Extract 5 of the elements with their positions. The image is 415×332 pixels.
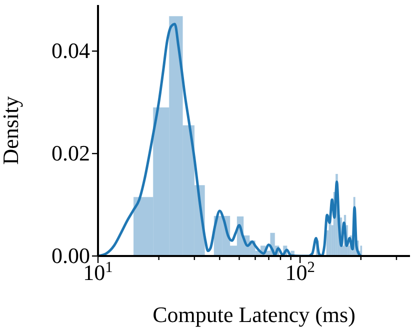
x-axis-title: Compute Latency (ms) [152,302,356,327]
y-tick-label: 0.02 [52,140,90,166]
y-tick-label: 0.04 [52,38,90,64]
y-axis-title: Density [0,96,23,165]
x-tick-label: 10$^{2}$ [285,258,315,285]
